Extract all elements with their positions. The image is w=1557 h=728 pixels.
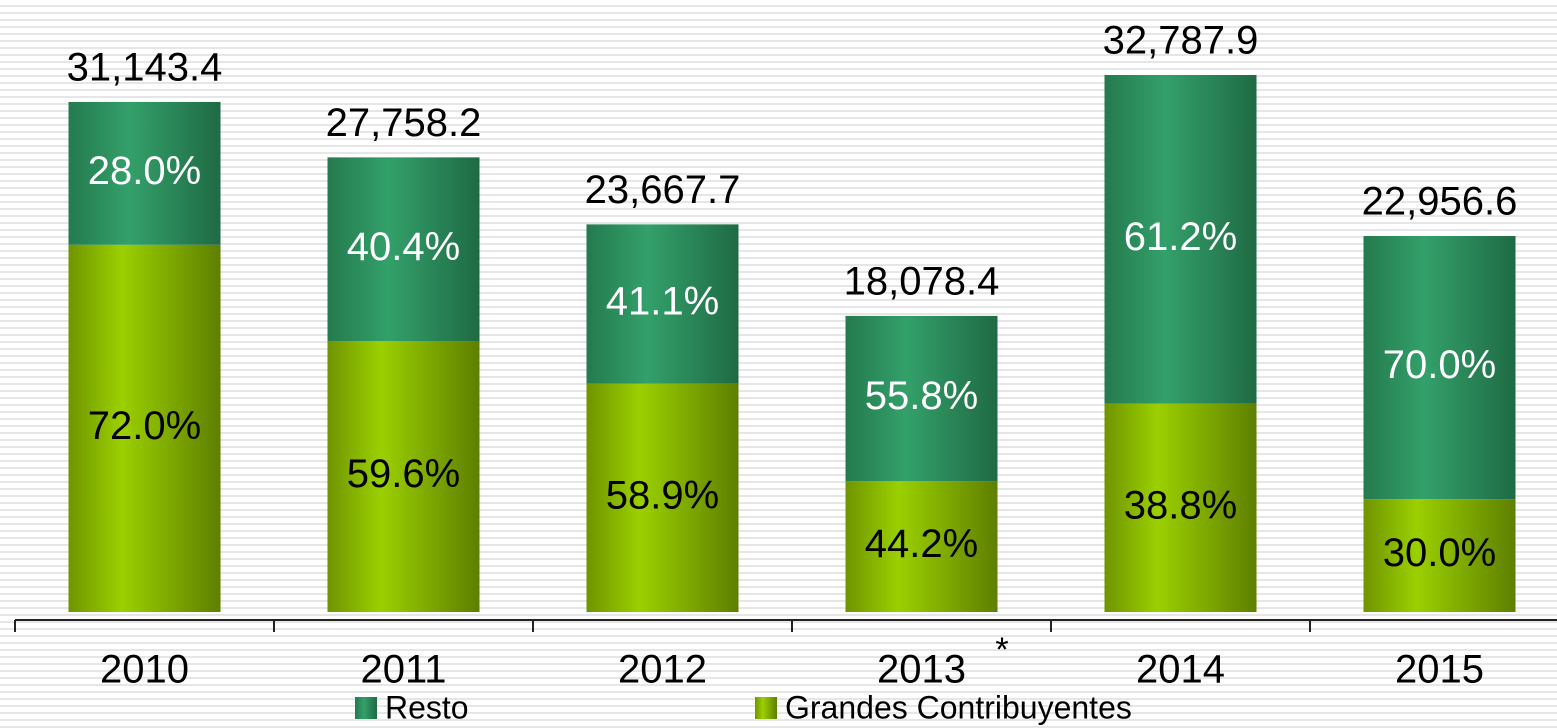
legend-label: Grandes Contribuyentes (785, 689, 1132, 725)
bar-segment (327, 341, 480, 612)
x-tick-label: 2013 (877, 648, 966, 692)
annotation: * (995, 631, 1008, 669)
x-tick-label: 2010 (100, 648, 189, 692)
bar-segment (68, 244, 221, 612)
total-label: 27,758.2 (326, 101, 482, 145)
segment-label: 38.8% (1124, 483, 1237, 527)
bar-segment (1363, 499, 1516, 612)
bar-segment (68, 101, 221, 245)
segment-label: 28.0% (88, 149, 201, 193)
bar-segment (845, 315, 998, 482)
bar-segment (1363, 236, 1516, 500)
bar-segment (327, 157, 480, 342)
bar-segment (1104, 75, 1257, 404)
segment-label: 44.2% (865, 522, 978, 566)
total-label: 32,787.9 (1103, 19, 1259, 63)
bar-segment (1104, 403, 1257, 612)
legend-label: Resto (385, 689, 469, 725)
x-tick-label: 2014 (1136, 648, 1225, 692)
bar-segment (586, 224, 739, 384)
x-tick-label: 2011 (360, 648, 446, 692)
total-label: 23,667.7 (585, 168, 741, 212)
segment-label: 58.9% (606, 473, 719, 517)
segment-label: 55.8% (865, 374, 978, 418)
segment-label: 59.6% (347, 452, 460, 496)
legend-swatch (355, 697, 377, 719)
x-tick-label: 2012 (618, 648, 707, 692)
segment-label: 40.4% (347, 225, 460, 269)
total-label: 22,956.6 (1362, 180, 1518, 224)
legend-swatch (755, 697, 777, 719)
segment-label: 41.1% (606, 280, 719, 324)
segment-label: 72.0% (88, 404, 201, 448)
segment-label: 30.0% (1383, 531, 1496, 575)
x-tick-label: 2015 (1395, 648, 1484, 692)
bar-segment (845, 481, 998, 612)
segment-label: 61.2% (1124, 215, 1237, 259)
total-label: 31,143.4 (67, 45, 223, 89)
bar-segment (586, 383, 739, 612)
segment-label: 70.0% (1383, 343, 1496, 387)
total-label: 18,078.4 (844, 259, 1000, 303)
